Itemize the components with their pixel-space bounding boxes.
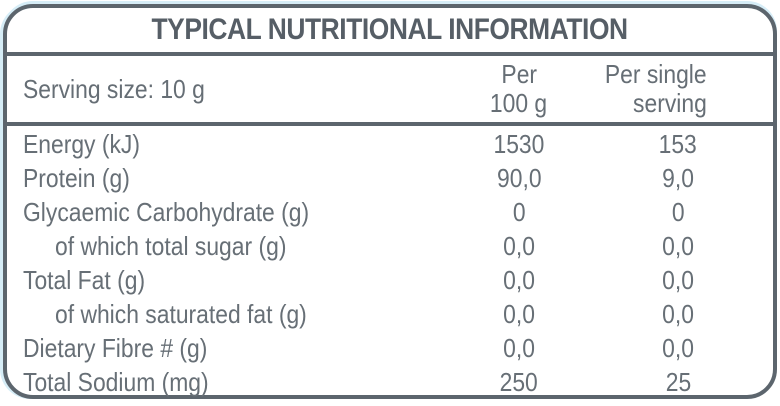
row-value-per-100: 90,0	[496, 162, 542, 193]
row-value-per-100: 0,0	[503, 332, 535, 363]
row-value-per-serving: 0,0	[662, 332, 694, 363]
title-divider	[7, 52, 773, 56]
row-value-per-100: 0,0	[503, 298, 535, 329]
column-header-per-serving: Per single serving	[583, 60, 773, 118]
row-value-per-serving: 9,0	[662, 162, 694, 193]
nutrition-table-body: Energy (kJ) 1530 153 Protein (g) 90,0 9,…	[7, 126, 773, 399]
serving-size: Serving size: 10 g	[7, 74, 455, 105]
table-row-carbohydrate: Glycaemic Carbohydrate (g) 0 0	[7, 195, 773, 229]
per-serving-line2: serving	[633, 88, 707, 118]
row-value-per-serving: 25	[665, 366, 691, 397]
table-row-total-sugar: of which total sugar (g) 0,0 0,0	[7, 229, 773, 263]
table-row-protein: Protein (g) 90,0 9,0	[7, 161, 773, 195]
column-header-per-100g: Per 100 g	[455, 60, 583, 118]
table-row-saturated-fat: of which saturated fat (g) 0,0 0,0	[7, 297, 773, 331]
label-title-bar: TYPICAL NUTRITIONAL INFORMATION	[7, 8, 773, 52]
table-row-sodium: Total Sodium (mg) 250 25	[7, 365, 773, 399]
table-row-total-fat: Total Fat (g) 0,0 0,0	[7, 263, 773, 297]
row-label: Glycaemic Carbohydrate (g)	[23, 196, 310, 227]
row-value-per-100: 0,0	[503, 230, 535, 261]
row-value-per-100: 0	[512, 196, 526, 227]
row-value-per-100: 0,0	[503, 264, 535, 295]
table-header-row: Serving size: 10 g Per 100 g Per single …	[7, 56, 773, 122]
row-value-per-serving: 153	[658, 128, 698, 159]
table-row-energy: Energy (kJ) 1530 153	[7, 127, 773, 161]
serving-size-text: Serving size: 10 g	[23, 73, 205, 104]
row-value-per-serving: 0,0	[662, 264, 694, 295]
row-label: Total Sodium (mg)	[23, 366, 209, 397]
label-title: TYPICAL NUTRITIONAL INFORMATION	[151, 13, 629, 46]
table-row-dietary-fibre: Dietary Fibre # (g) 0,0 0,0	[7, 331, 773, 365]
row-label: of which total sugar (g)	[55, 230, 287, 261]
per-100-line1: Per	[501, 59, 537, 89]
row-label: Protein (g)	[23, 162, 130, 193]
row-label: of which saturated fat (g)	[55, 298, 307, 329]
row-value-per-100: 1530	[493, 128, 545, 159]
row-value-per-serving: 0	[671, 196, 685, 227]
row-label: Dietary Fibre # (g)	[23, 332, 208, 363]
row-value-per-serving: 0,0	[662, 298, 694, 329]
row-label: Total Fat (g)	[23, 264, 146, 295]
per-serving-line1: Per single	[605, 59, 707, 89]
header-divider	[7, 122, 773, 126]
row-value-per-100: 250	[499, 366, 539, 397]
nutrition-label: TYPICAL NUTRITIONAL INFORMATION Serving …	[3, 4, 777, 399]
row-value-per-serving: 0,0	[662, 230, 694, 261]
per-100-line2: 100 g	[490, 88, 548, 118]
row-label: Energy (kJ)	[23, 128, 140, 159]
